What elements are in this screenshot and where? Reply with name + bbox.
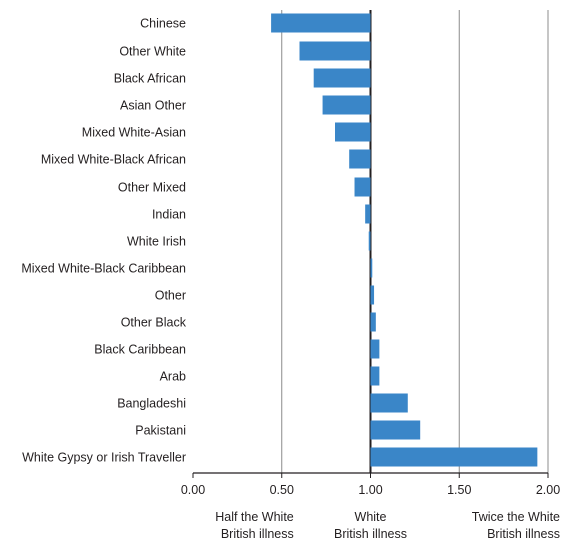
x-tick-label-2: 1.00: [358, 483, 382, 497]
bar-12: [370, 339, 380, 359]
category-label-14: Bangladeshi: [117, 397, 186, 411]
annotation-1-line-0: White: [355, 510, 387, 524]
category-label-8: White Irish: [127, 235, 186, 249]
bar-11: [370, 312, 376, 332]
category-label-9: Mixed White-Black Caribbean: [21, 262, 186, 276]
category-label-15: Pakistani: [135, 424, 186, 438]
x-tick-label-3: 1.50: [447, 483, 471, 497]
category-label-1: Other White: [119, 45, 186, 59]
category-label-4: Mixed White-Asian: [82, 126, 186, 140]
bar-6: [354, 177, 371, 197]
x-axis: 0.00 0.50 1.00 1.50 2.00: [181, 472, 560, 497]
bar-9: [370, 258, 373, 278]
annotation-2-line-1: British illness: [487, 527, 560, 541]
bar-14: [370, 393, 408, 413]
category-label-16: White Gypsy or Irish Traveller: [22, 451, 186, 465]
bar-5: [349, 149, 371, 169]
bar-16: [370, 447, 538, 467]
category-label-13: Arab: [160, 370, 186, 384]
annotation-0-line-0: Half the White: [215, 510, 294, 524]
annotation-2-line-0: Twice the White: [472, 510, 560, 524]
annotations: Half the White British illness White Britis…: [215, 510, 560, 541]
x-tick-label-4: 2.00: [536, 483, 560, 497]
bar-0: [271, 13, 371, 33]
bars: [271, 13, 538, 467]
category-label-11: Other Black: [121, 316, 187, 330]
bar-1: [299, 41, 371, 61]
x-tick-label-1: 0.50: [270, 483, 294, 497]
category-label-5: Mixed White-Black African: [41, 153, 186, 167]
category-label-0: Chinese: [140, 17, 186, 31]
bar-8: [368, 231, 371, 251]
bar-7: [365, 204, 371, 224]
bar-13: [370, 366, 380, 386]
x-tick-label-0: 0.00: [181, 483, 205, 497]
category-label-6: Other Mixed: [118, 181, 186, 195]
bar-4: [335, 122, 371, 142]
category-label-7: Indian: [152, 208, 186, 222]
bar-2: [313, 68, 371, 88]
category-label-10: Other: [155, 289, 186, 303]
category-label-3: Asian Other: [120, 99, 186, 113]
annotation-0-line-1: British illness: [221, 527, 294, 541]
category-labels: Chinese Other White Black African Asian Oth…: [21, 17, 186, 465]
bar-15: [370, 420, 421, 440]
annotation-1-line-1: British illness: [334, 527, 407, 541]
bar-10: [370, 285, 375, 305]
bar-3: [322, 95, 371, 115]
category-label-12: Black Caribbean: [94, 343, 186, 357]
category-label-2: Black African: [114, 72, 186, 86]
